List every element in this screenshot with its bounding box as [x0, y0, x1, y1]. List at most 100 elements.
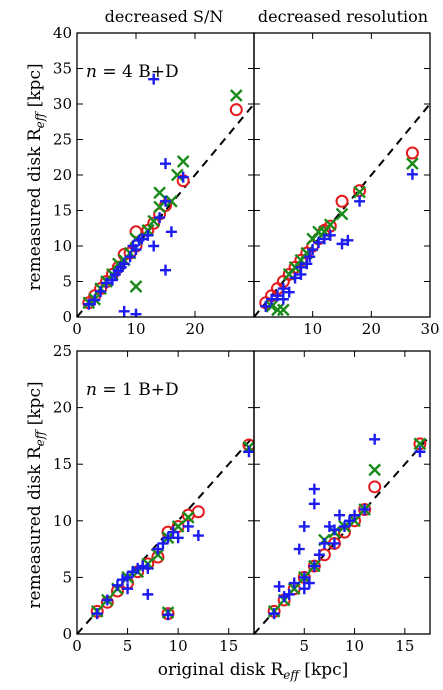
- circle-point: [368, 480, 382, 494]
- plus-point: [122, 583, 134, 595]
- y-tick-label: 40: [53, 24, 72, 42]
- x-tick-label: 10: [303, 320, 322, 338]
- plus-point: [324, 229, 336, 241]
- cross-point: [265, 300, 278, 313]
- plus-point: [313, 236, 325, 248]
- markers: [259, 146, 419, 317]
- plus-point: [289, 272, 301, 284]
- plus-point: [406, 168, 418, 180]
- markers: [267, 433, 427, 620]
- x-tick-label: 0: [72, 637, 82, 655]
- column-title-sn: decreased S/N: [105, 7, 224, 26]
- plus-point: [298, 520, 310, 532]
- plus-point: [162, 532, 174, 544]
- plus-point: [328, 537, 340, 549]
- plus-point: [293, 543, 305, 555]
- plus-point: [130, 308, 142, 317]
- x-tick-label: 20: [362, 320, 381, 338]
- cross-point: [165, 194, 178, 208]
- plus-point: [154, 212, 166, 224]
- plus-point: [89, 294, 101, 306]
- plus-point: [160, 158, 171, 170]
- panel-frame: [253, 350, 431, 635]
- plus-point: [260, 300, 272, 312]
- x-tick-label: 15: [219, 637, 238, 655]
- cross-point: [353, 185, 366, 199]
- plus-point: [162, 609, 174, 621]
- y-tick-label: 10: [53, 512, 72, 530]
- cross-point: [368, 463, 382, 477]
- plus-point: [160, 195, 171, 207]
- plus-point: [266, 293, 278, 305]
- x-tick-label: 10: [126, 320, 145, 338]
- plus-point: [318, 537, 330, 549]
- plus-point: [142, 588, 154, 600]
- plus-point: [243, 446, 254, 458]
- y-tick-label: 10: [53, 237, 72, 255]
- x-tick-label: 5: [300, 637, 310, 655]
- plus-point: [268, 608, 280, 620]
- plus-point: [142, 229, 154, 241]
- plus-point: [111, 579, 123, 591]
- plus-point: [295, 261, 307, 273]
- plus-point: [157, 537, 169, 549]
- cross-point: [129, 280, 143, 293]
- x-tick-label: 15: [395, 637, 414, 655]
- markers: [82, 73, 243, 317]
- x-tick-label: 20: [185, 320, 204, 338]
- plus-point: [298, 571, 310, 583]
- plus-point: [336, 238, 348, 250]
- plus-point: [318, 233, 330, 245]
- plus-point: [91, 608, 103, 620]
- plus-point: [182, 520, 194, 532]
- plus-point: [273, 580, 285, 592]
- cross-point: [176, 155, 190, 168]
- cross-point: [335, 207, 349, 221]
- plus-point: [160, 264, 171, 276]
- y-tick-label: 5: [62, 568, 72, 586]
- plus-point: [192, 530, 204, 542]
- cross-point: [170, 168, 184, 182]
- x-tick-label: 10: [169, 637, 188, 655]
- y-tick-label: 0: [62, 625, 72, 643]
- x-axis-label: original disk Reff [kpc]: [158, 660, 349, 682]
- plus-point: [283, 286, 295, 298]
- plus-point: [278, 591, 290, 603]
- plus-point: [122, 571, 134, 583]
- cross-point: [171, 520, 185, 533]
- plus-point: [136, 233, 148, 245]
- circle-point: [147, 216, 161, 230]
- plus-point: [101, 277, 112, 289]
- x-tick-label: 5: [123, 637, 133, 655]
- plus-point: [101, 594, 113, 606]
- plus-point: [308, 483, 320, 495]
- panel-2: 0 5 10 15 20 25 0 5 10 15 n = 1 B+D: [53, 342, 255, 655]
- y-tick-label: 15: [53, 202, 72, 220]
- plus-point: [118, 305, 130, 317]
- plus-point: [359, 503, 371, 515]
- y-tick-label: 0: [62, 308, 72, 326]
- plus-point: [167, 526, 179, 538]
- y-tick-label: 15: [53, 455, 72, 473]
- y-tick-label: 5: [62, 273, 72, 291]
- cross-point: [406, 157, 419, 170]
- circle-point: [191, 505, 205, 519]
- markers: [90, 438, 254, 621]
- reference-line: [254, 103, 430, 317]
- y-tick-label: 35: [53, 60, 72, 78]
- plus-point: [271, 290, 283, 302]
- plus-point: [313, 549, 325, 561]
- x-tick-label: 10: [345, 637, 364, 655]
- cross-point: [153, 186, 166, 200]
- y-tick-label: 30: [53, 95, 72, 113]
- y-tick-label: 25: [53, 131, 72, 149]
- plus-point: [148, 240, 160, 252]
- plus-point: [342, 234, 354, 246]
- plus-point: [328, 524, 340, 536]
- plus-point: [303, 577, 315, 589]
- panel-1: 10 20 30: [253, 32, 440, 338]
- plus-point: [277, 293, 289, 305]
- circle-point: [229, 103, 243, 117]
- plus-point: [333, 509, 345, 521]
